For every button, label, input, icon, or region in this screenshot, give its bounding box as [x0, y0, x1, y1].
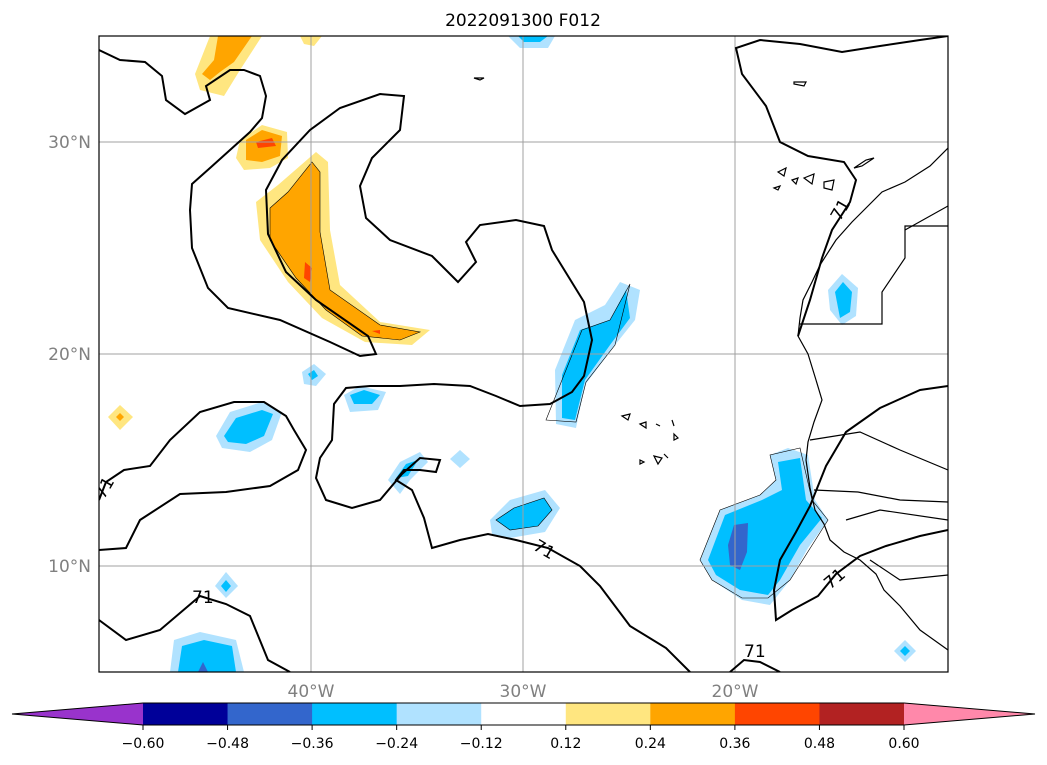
cell-top-mid-core	[518, 36, 548, 42]
colorbar-tick-label-7: 0.36	[719, 736, 750, 752]
contour-label-1: 71	[192, 588, 214, 608]
latitude-labels: 30°N 20°N 10°N	[48, 133, 91, 577]
south-6N-mid	[178, 640, 236, 672]
contour-east-bottom	[729, 658, 781, 672]
colorbar-bin-0	[12, 703, 143, 725]
crescent-band-core	[304, 262, 380, 334]
longitude-labels: 40°W 30°W 20°W	[288, 682, 759, 702]
central-band-boundary	[545, 283, 631, 423]
map-area: 71 71 71 71 71 71	[91, 36, 948, 672]
colorbar-tick-label-3: −0.24	[375, 736, 418, 752]
cell-18N-a-core	[350, 390, 380, 404]
west-17N-mid	[224, 410, 273, 444]
crescent-boundary	[269, 161, 422, 341]
contour-label-2: 71	[530, 536, 559, 564]
coastlines	[473, 77, 948, 651]
mid-12N-mid	[496, 498, 552, 530]
contour-lines	[99, 36, 948, 672]
colorbar-bin-7	[650, 703, 736, 725]
cell-9N-core	[221, 580, 231, 592]
lat-label-30n: 30°N	[48, 133, 91, 153]
colorbar-bin-2	[227, 703, 313, 725]
africa-coastline	[797, 147, 948, 651]
colorbar-bin-10	[904, 703, 1035, 725]
island-madeira	[853, 157, 875, 169]
border-6	[904, 205, 948, 231]
colorbar-bin-9	[819, 703, 905, 725]
cell-31N-core	[256, 138, 276, 148]
central-band-mid	[562, 290, 630, 420]
lat-label-10n: 10°N	[48, 557, 91, 577]
mid-12N-boundary	[495, 497, 553, 531]
colorbar: −0.60 −0.48 −0.36 −0.24 −0.12 0.12 0.24 0.36 0.4…	[11, 702, 1036, 752]
border-3	[813, 489, 948, 503]
colorbar-tick-label-8: 0.48	[804, 736, 835, 752]
contour-label-6: 71	[91, 474, 119, 503]
colorbar-tick-label-9: 0.60	[888, 736, 919, 752]
contour-north	[99, 49, 691, 672]
contour-south-west	[99, 401, 308, 551]
islands-capeverde	[620, 413, 680, 466]
cell-6N-east-core	[900, 646, 910, 656]
east-22N-core	[835, 282, 852, 318]
colorbar-bin-4	[396, 703, 482, 725]
colorbar-tick-label-4: −0.12	[460, 736, 503, 752]
colorbar-tick-label-1: −0.48	[206, 736, 249, 752]
islands-canary	[772, 166, 835, 191]
border-5	[869, 559, 948, 581]
map-frame	[98, 35, 949, 673]
colorbar-tick-label-5: 0.12	[550, 736, 581, 752]
gridlines	[99, 36, 948, 672]
border-2	[809, 431, 948, 471]
east-atlantic-core	[728, 523, 748, 570]
lon-label-40w: 40°W	[288, 682, 335, 702]
lon-label-20w: 20°W	[712, 682, 759, 702]
colorbar-tick-label-6: 0.24	[635, 736, 666, 752]
contour-label-4: 71	[820, 565, 849, 594]
colorbar-bin-5	[481, 703, 567, 725]
cell-34N-mid	[202, 36, 252, 80]
colorbar-tick-label-2: −0.36	[291, 736, 334, 752]
cell-15N-b	[450, 450, 470, 468]
colorbar-tick-label-0: −0.60	[122, 736, 165, 752]
contour-east-lower	[772, 385, 948, 622]
colorbar-bin-6	[565, 703, 651, 725]
colorbar-bin-1	[143, 703, 229, 725]
border-4	[845, 509, 948, 521]
south-6N-core	[198, 662, 208, 672]
colorbar-bin-3	[312, 703, 398, 725]
chart-title: 2022091300 F012	[445, 11, 601, 31]
crescent-band-mid	[270, 162, 420, 340]
lon-label-30w: 30°W	[500, 682, 547, 702]
contour-south	[99, 594, 291, 672]
contour-east-top	[734, 36, 948, 337]
lat-label-20n: 20°N	[48, 345, 91, 365]
positive-shading	[108, 36, 430, 430]
island-north	[473, 77, 807, 87]
dot-17N-core	[116, 413, 124, 421]
border-1	[800, 225, 948, 325]
contour-label-3: 71	[744, 642, 766, 662]
colorbar-bin-8	[734, 703, 820, 725]
